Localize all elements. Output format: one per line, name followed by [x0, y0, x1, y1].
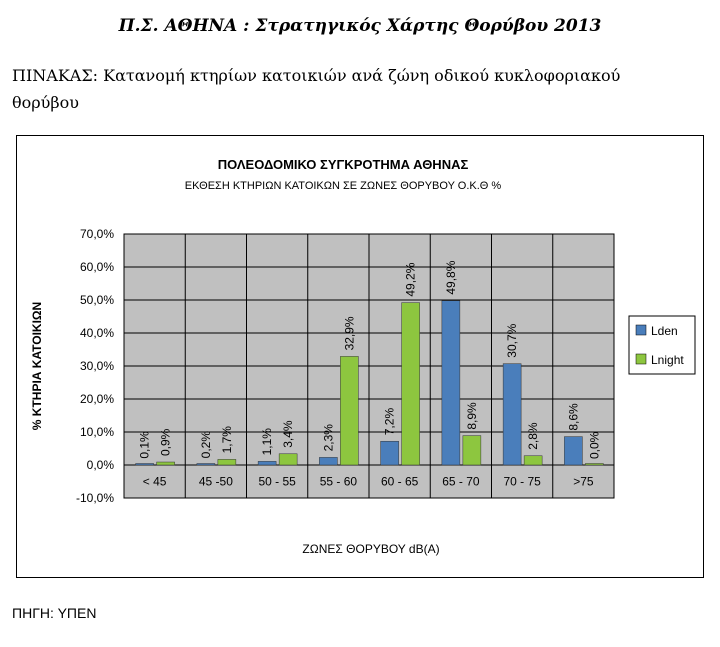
bar-lnight [217, 459, 237, 466]
data-label-lden: 30,7% [505, 323, 519, 357]
data-label-lden: 0,2% [199, 431, 213, 459]
bar-lden [135, 463, 154, 466]
x-tick-label: 65 - 70 [442, 475, 480, 489]
bar-lden [319, 457, 338, 466]
legend-box [628, 315, 696, 375]
legend-label-lnight: Lnight [651, 353, 684, 367]
y-tick-label: 20,0% [80, 392, 114, 406]
data-label-lden: 8,6% [566, 403, 580, 431]
table-caption: ΠΙΝΑΚΑΣ: Κατανομή κτηρίων κατοικιών ανά … [12, 66, 621, 112]
bar-lden [196, 463, 216, 466]
y-tick-label: 10,0% [80, 425, 114, 439]
legend: Lden Lnight [628, 315, 696, 375]
bar-lnight [585, 463, 604, 466]
y-axis-label: % ΚΤΗΡΙΑ ΚΑΤΟΙΚΙΩΝ [30, 302, 44, 430]
chart-title: ΠΟΛΕΟΔΟΜΙΚΟ ΣΥΓΚΡΟΤΗΜΑ ΑΘΗΝΑΣ [218, 157, 469, 172]
bar-lden [257, 461, 277, 466]
data-label-lnight: 32,9% [342, 316, 356, 350]
data-label-lden: 49,8% [444, 260, 458, 294]
document-title: Π.Σ. ΑΘΗΝΑ : Στρατηγικός Χάρτης Θορύβου … [118, 16, 602, 36]
y-tick-label: 50,0% [80, 293, 114, 307]
legend-label-lden: Lden [651, 324, 678, 338]
data-label-lden: 1,1% [260, 428, 274, 456]
data-label-lnight: 49,2% [404, 262, 418, 296]
x-tick-label: 45 -50 [199, 475, 233, 489]
data-label-lnight: 3,4% [281, 420, 295, 448]
bar-chart: ΠΟΛΕΟΔΟΜΙΚΟ ΣΥΓΚΡΟΤΗΜΑ ΑΘΗΝΑΣ ΕΚΘΕΣΗ ΚΤΗ… [30, 157, 696, 556]
plot-area: -10,0% 0,0% 10,0% 20,0% 30,0% 40,0% 50,0% 60,0%… [76, 227, 615, 505]
data-label-lnight: 0,0% [587, 431, 601, 459]
data-label-lden: 0,1% [138, 431, 152, 459]
bar-lnight [156, 461, 175, 466]
chart-subtitle: ΕΚΘΕΣΗ ΚΤΗΡΙΩΝ ΚΑΤΟΙΚΩΝ ΣΕ ΖΩΝΕΣ ΘΟΡΥΒΟΥ… [185, 180, 502, 192]
bar-lnight [462, 435, 482, 466]
source-note: ΠΗΓΗ: ΥΠΕΝ [12, 605, 97, 621]
x-tick-label: >75 [573, 475, 594, 489]
y-tick-label: 0,0% [87, 458, 115, 472]
x-tick-label: 50 - 55 [258, 475, 296, 489]
bar-lden [441, 300, 461, 466]
data-label-lnight: 1,7% [220, 426, 234, 454]
x-tick-label: < 45 [143, 475, 167, 489]
bar-lnight [523, 455, 543, 466]
bar-lnight [340, 356, 359, 466]
x-tick-label: 70 - 75 [503, 475, 541, 489]
y-tick-label: 40,0% [80, 326, 114, 340]
legend-swatch-lden [635, 324, 647, 336]
data-label-lnight: 2,8% [526, 422, 540, 450]
y-tick-label: 30,0% [80, 359, 114, 373]
data-label-lden: 2,3% [321, 424, 335, 452]
legend-swatch-lnight [635, 353, 647, 365]
bar-lden [502, 363, 522, 466]
x-tick-label: 55 - 60 [320, 475, 358, 489]
bar-lden [564, 436, 583, 466]
data-label-lnight: 8,9% [465, 402, 479, 430]
chart-frame: ΠΟΛΕΟΔΟΜΙΚΟ ΣΥΓΚΡΟΤΗΜΑ ΑΘΗΝΑΣ ΕΚΘΕΣΗ ΚΤΗ… [16, 135, 704, 578]
y-tick-label: -10,0% [76, 491, 114, 505]
x-tick-label: 60 - 65 [381, 475, 419, 489]
y-tick-label: 70,0% [80, 227, 114, 241]
y-tick-label: 60,0% [80, 260, 114, 274]
x-axis-label: ΖΩΝΕΣ ΘΟΡΥΒΟΥ dB(A) [302, 542, 439, 556]
bar-lnight [278, 453, 298, 466]
bar-lden [380, 440, 399, 466]
data-label-lnight: 0,9% [159, 428, 173, 456]
data-label-lden: 7,2% [383, 408, 397, 436]
bar-lnight [401, 302, 420, 466]
